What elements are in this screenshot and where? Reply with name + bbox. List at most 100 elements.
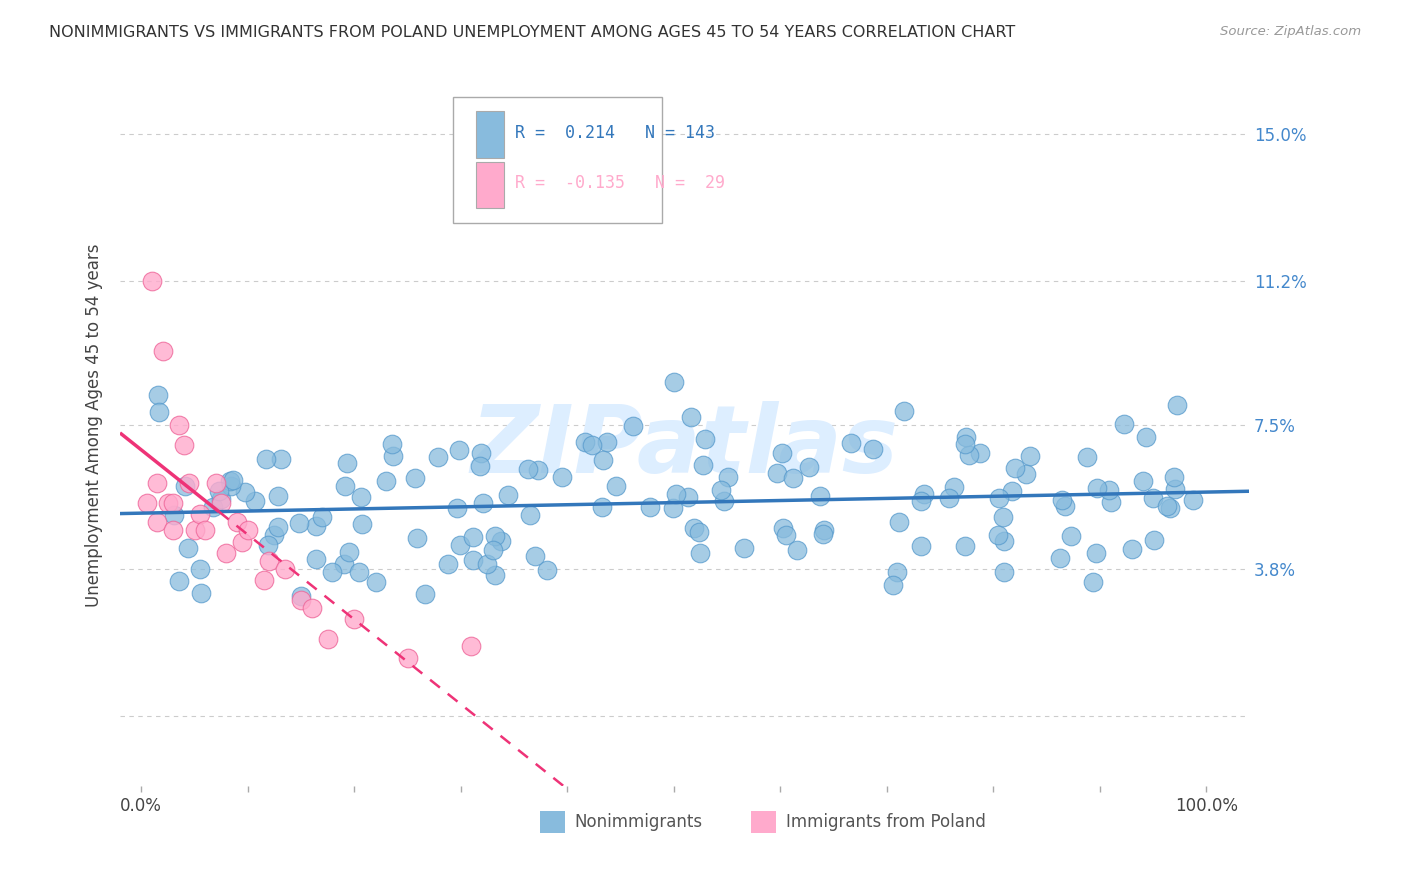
Point bbox=[799, 460, 821, 475]
Point bbox=[993, 533, 1015, 548]
Point bbox=[396, 651, 419, 665]
Point bbox=[231, 534, 253, 549]
Point bbox=[146, 515, 169, 529]
Point bbox=[316, 632, 339, 646]
Point bbox=[468, 459, 491, 474]
Point bbox=[183, 523, 205, 537]
Point bbox=[524, 549, 547, 563]
Point bbox=[527, 463, 550, 477]
Point bbox=[772, 520, 794, 534]
Point bbox=[1163, 482, 1185, 496]
Point bbox=[350, 490, 373, 504]
Point bbox=[219, 474, 242, 488]
Point bbox=[347, 566, 370, 580]
Point bbox=[661, 500, 683, 515]
Point bbox=[236, 523, 259, 537]
Point bbox=[222, 473, 245, 487]
Point bbox=[1015, 467, 1038, 481]
Point bbox=[321, 565, 343, 579]
Point bbox=[267, 520, 290, 534]
Point bbox=[912, 487, 935, 501]
Point bbox=[375, 475, 398, 489]
Point bbox=[148, 405, 170, 419]
Point bbox=[267, 489, 290, 503]
Point bbox=[1159, 501, 1181, 516]
Point bbox=[775, 527, 797, 541]
Point bbox=[463, 530, 485, 544]
Point bbox=[215, 546, 238, 560]
Point bbox=[141, 275, 163, 289]
Point bbox=[710, 483, 733, 498]
Point bbox=[489, 533, 512, 548]
Point bbox=[955, 540, 977, 554]
Point bbox=[1001, 483, 1024, 498]
Point bbox=[1156, 499, 1178, 513]
Bar bbox=[475, 161, 503, 209]
Point bbox=[862, 442, 884, 456]
Point bbox=[1076, 450, 1098, 464]
Point bbox=[1081, 575, 1104, 590]
Point bbox=[381, 437, 404, 451]
Point bbox=[993, 510, 1015, 524]
Point bbox=[770, 446, 793, 460]
Point bbox=[574, 434, 596, 449]
Point bbox=[179, 476, 201, 491]
Point bbox=[689, 546, 711, 560]
Point bbox=[551, 469, 574, 483]
Point bbox=[782, 471, 804, 485]
Point bbox=[665, 487, 688, 501]
Point bbox=[938, 491, 960, 505]
Point bbox=[156, 496, 179, 510]
Point bbox=[692, 458, 714, 473]
Point bbox=[1098, 483, 1121, 498]
Point bbox=[406, 531, 429, 545]
Point bbox=[592, 452, 614, 467]
Point bbox=[194, 523, 217, 537]
Point bbox=[1004, 461, 1026, 475]
Point bbox=[257, 554, 280, 568]
Point bbox=[717, 470, 740, 484]
Point bbox=[209, 496, 232, 510]
Point bbox=[146, 388, 169, 402]
Point bbox=[621, 419, 644, 434]
Text: R =  -0.135   N =  29: R = -0.135 N = 29 bbox=[515, 174, 725, 192]
Point bbox=[765, 467, 787, 481]
Point bbox=[955, 430, 977, 444]
Text: Source: ZipAtlas.com: Source: ZipAtlas.com bbox=[1220, 25, 1361, 38]
Point bbox=[1132, 474, 1154, 488]
Text: ZIPatlas: ZIPatlas bbox=[471, 401, 898, 492]
Point bbox=[1166, 398, 1188, 412]
Point bbox=[596, 435, 619, 450]
Point bbox=[1181, 492, 1204, 507]
Point bbox=[993, 565, 1015, 579]
Point bbox=[162, 496, 184, 510]
Point bbox=[343, 612, 366, 626]
Point bbox=[957, 448, 980, 462]
Point bbox=[188, 508, 211, 522]
Point bbox=[301, 600, 323, 615]
Point bbox=[886, 565, 908, 579]
Text: Nonimmigrants: Nonimmigrants bbox=[575, 813, 703, 830]
Point bbox=[305, 519, 328, 533]
Point bbox=[987, 528, 1010, 542]
Point bbox=[152, 344, 174, 359]
Point bbox=[519, 508, 541, 522]
Point bbox=[1142, 491, 1164, 505]
Point bbox=[638, 500, 661, 514]
Point bbox=[336, 456, 359, 470]
Point bbox=[135, 496, 157, 510]
Point bbox=[1121, 541, 1143, 556]
Point bbox=[813, 523, 835, 537]
Point bbox=[839, 435, 862, 450]
Point bbox=[893, 404, 915, 418]
Point bbox=[484, 528, 506, 542]
Text: R =  0.214   N = 143: R = 0.214 N = 143 bbox=[515, 124, 716, 142]
Y-axis label: Unemployment Among Ages 45 to 54 years: Unemployment Among Ages 45 to 54 years bbox=[86, 244, 103, 607]
Point bbox=[1099, 495, 1122, 509]
Point bbox=[209, 491, 232, 506]
Point bbox=[254, 451, 277, 466]
Point bbox=[190, 586, 212, 600]
Point bbox=[290, 592, 312, 607]
Point bbox=[882, 578, 904, 592]
Point bbox=[146, 476, 169, 491]
